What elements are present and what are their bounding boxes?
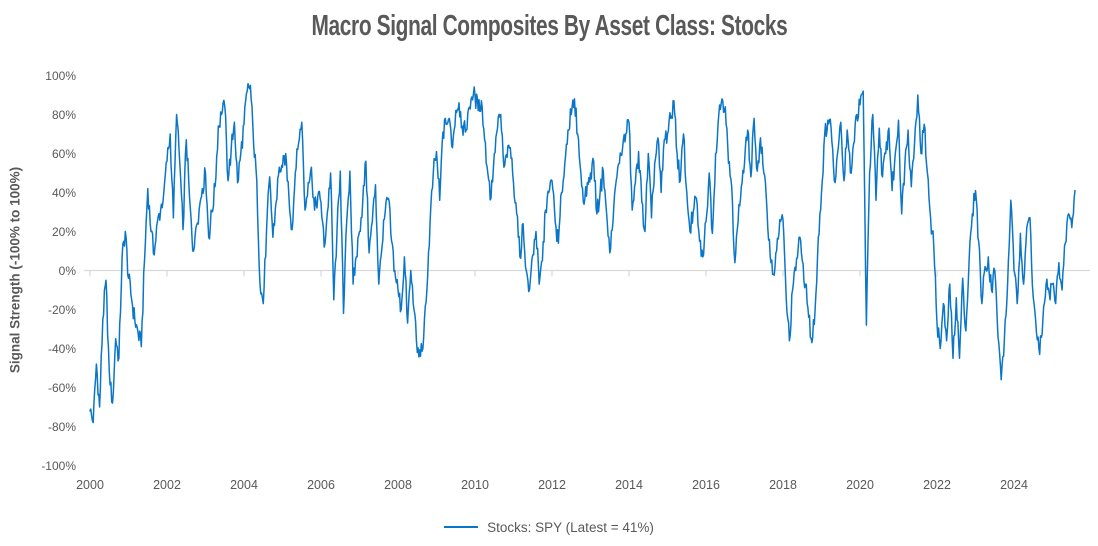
x-tick-label: 2008 (384, 478, 412, 492)
legend-line-sample (444, 526, 479, 528)
y-tick-label: -80% (47, 419, 76, 434)
spy-signal-series-line (89, 82, 1076, 424)
chart-title-text: Macro Signal Composites By Asset Class: … (311, 10, 787, 42)
y-tick-label: 80% (51, 107, 76, 122)
x-tick-label: 2014 (615, 478, 643, 492)
legend: Stocks: SPY (Latest = 41%) (0, 517, 1098, 537)
x-tick-label: 2010 (461, 478, 489, 492)
x-tick-label: 2018 (769, 478, 797, 492)
legend-series-label: Stocks: SPY (Latest = 41%) (487, 519, 654, 535)
x-tick-label: 2002 (153, 478, 181, 492)
x-tick-label: 2016 (692, 478, 720, 492)
y-tick-label: -60% (47, 380, 76, 395)
y-tick-label: 60% (51, 146, 76, 161)
x-tick-label: 2012 (538, 478, 566, 492)
y-tick-label: 20% (51, 224, 76, 239)
y-tick-label: -100% (41, 458, 76, 473)
y-tick-label: 100% (45, 68, 76, 83)
y-tick-label: 40% (51, 185, 76, 200)
x-tick-label: 2020 (846, 478, 874, 492)
chart-title: Macro Signal Composites By Asset Class: … (0, 8, 1098, 44)
x-tick-label: 2000 (76, 478, 104, 492)
y-tick-label: -40% (47, 341, 76, 356)
y-tick-label: 0% (58, 263, 76, 278)
y-tick-label: -20% (47, 302, 76, 317)
x-tick-label: 2022 (923, 478, 951, 492)
x-tick-label: 2024 (1000, 478, 1028, 492)
x-tick-label: 2006 (307, 478, 335, 492)
x-tick-label: 2004 (230, 478, 258, 492)
